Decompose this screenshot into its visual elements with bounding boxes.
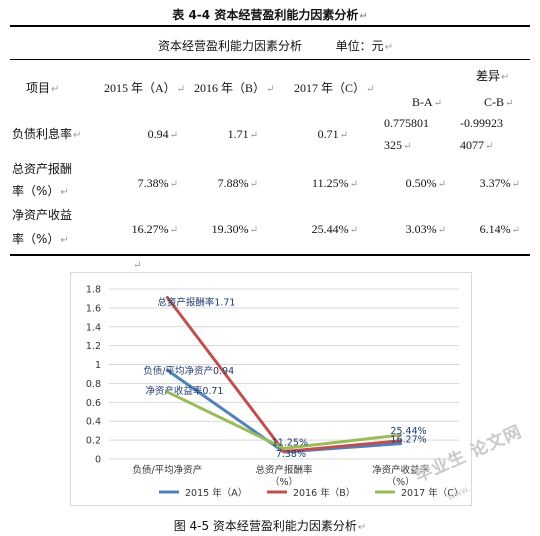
table-unit: 单位：元 bbox=[335, 39, 384, 53]
row-3-c: 25.44%↵ bbox=[311, 222, 358, 236]
row-3-label-2: 率（%）↵ bbox=[12, 232, 69, 246]
table-top-rule bbox=[10, 25, 530, 27]
table-caption-text: 表 4-4 资本经营盈利能力因素分析 bbox=[172, 8, 359, 22]
row-3-cb: 6.14%↵ bbox=[479, 222, 520, 236]
data-label: 25.44% bbox=[390, 426, 426, 437]
y-tick-label: 1.8 bbox=[86, 285, 101, 296]
row-3-c-value: 25.44% bbox=[311, 222, 349, 236]
col-item-label: 项目 bbox=[26, 81, 51, 95]
row-2-cb: 3.37%↵ bbox=[479, 176, 520, 190]
y-tick-label: 1.6 bbox=[86, 303, 101, 314]
row-2-a-value: 7.38% bbox=[137, 176, 169, 190]
row-1-cb-line2: 4077 bbox=[460, 138, 484, 152]
col-2017-label: 2017 年（C） bbox=[294, 81, 366, 95]
table-title-row: 资本经营盈利能力因素分析 单位：元↵ bbox=[158, 39, 394, 53]
row-3-a-value: 16.27% bbox=[131, 222, 169, 236]
col-diff: 差异↵ bbox=[476, 69, 510, 83]
row-3-ba-value: 3.03% bbox=[405, 222, 437, 236]
data-label: 7.38% bbox=[276, 449, 306, 460]
header-rule bbox=[10, 59, 530, 60]
row-2-label: 总资产报酬 bbox=[12, 162, 72, 176]
table-bottom-rule bbox=[10, 254, 530, 256]
row-3-cb-value: 6.14% bbox=[479, 222, 511, 236]
row-2-label-line1: 总资产报酬 bbox=[12, 162, 73, 176]
row-1-a: 0.94↵ bbox=[147, 127, 178, 141]
row-1-a-value: 0.94 bbox=[147, 127, 169, 141]
x-tick-label: 总资产报酬率 bbox=[255, 464, 313, 476]
row-1-cb: -0.99923 bbox=[460, 116, 503, 130]
row-3-a: 16.27%↵ bbox=[131, 222, 178, 236]
x-tick-label-sub: （%） bbox=[270, 476, 298, 488]
col-item: 项目↵ bbox=[26, 81, 60, 95]
row-2-ba-value: 0.50% bbox=[405, 176, 437, 190]
col-cb: C-B↵ bbox=[484, 95, 514, 109]
line-chart: 0 0.2 0.4 0.6 0.8 1 1.2 1.4 1.6 1.8 负债/平均净资产 总资产报酬率… bbox=[70, 272, 472, 506]
row-1-label-text: 负债利息率 bbox=[12, 127, 73, 141]
row-1-label: 负债利息率↵ bbox=[12, 127, 82, 141]
legend-label-3: 2017 年（C） bbox=[401, 487, 463, 499]
y-tick-label: 0 bbox=[95, 455, 101, 466]
figure-caption: 图 4-5 资本经营盈利能力因素分析↵ bbox=[173, 519, 367, 533]
row-2-label-line2: 率（%） bbox=[12, 184, 60, 198]
y-tick-label: 0.4 bbox=[86, 417, 101, 428]
row-1-ba-line1: 0.775801 bbox=[384, 116, 429, 130]
col-diff-label: 差异 bbox=[476, 69, 501, 83]
row-1-ba-2: 325↵ bbox=[384, 138, 412, 152]
x-tick-label-sub: （%） bbox=[387, 476, 415, 488]
row-3-label-line2: 率（%） bbox=[12, 232, 60, 246]
col-cb-label: C-B bbox=[484, 95, 505, 109]
row-2-ba: 0.50%↵ bbox=[405, 176, 446, 190]
row-2-b: 7.88%↵ bbox=[217, 176, 258, 190]
row-2-c: 11.25%↵ bbox=[312, 176, 358, 190]
y-tick-label: 1 bbox=[95, 360, 101, 371]
paragraph-mark: ↵ bbox=[133, 260, 142, 271]
col-2016: 2016 年（B）↵ bbox=[194, 81, 275, 95]
row-3-b-value: 19.30% bbox=[211, 222, 249, 236]
table-title: 资本经营盈利能力因素分析 bbox=[158, 39, 303, 53]
row-1-cb-2: 4077↵ bbox=[460, 138, 494, 152]
col-ba-label: B-A bbox=[412, 95, 433, 109]
row-1-c-value: 0.71 bbox=[317, 127, 339, 141]
row-1-ba-line2: 325 bbox=[384, 138, 402, 152]
line-chart-svg: 0 0.2 0.4 0.6 0.8 1 1.2 1.4 1.6 1.8 负债/平均净资产 总资产报酬率… bbox=[86, 285, 463, 500]
row-2-cb-value: 3.37% bbox=[479, 176, 511, 190]
data-label: 净资产收益率0.71 bbox=[145, 385, 223, 397]
row-1-cb-line1: -0.99923 bbox=[460, 116, 503, 130]
row-2-a: 7.38%↵ bbox=[137, 176, 178, 190]
legend-label-2: 2016 年（B） bbox=[293, 487, 355, 499]
y-tick-label: 0.8 bbox=[86, 379, 101, 390]
y-tick-label: 1.2 bbox=[86, 341, 101, 352]
legend-label-1: 2015 年（A） bbox=[185, 487, 247, 499]
row-1-c: 0.71↵ bbox=[317, 127, 348, 141]
row-3-ba: 3.03%↵ bbox=[405, 222, 446, 236]
row-3-label: 净资产收益 bbox=[12, 208, 72, 222]
series-line-3 bbox=[165, 390, 403, 450]
row-3-b: 19.30%↵ bbox=[211, 222, 258, 236]
data-label: 总资产报酬率1.71 bbox=[157, 297, 235, 309]
data-label: 11.25% bbox=[272, 437, 308, 448]
y-tick-label: 1.4 bbox=[86, 322, 101, 333]
table-caption: 表 4-4 资本经营盈利能力因素分析↵ bbox=[172, 8, 368, 22]
y-tick-label: 0.6 bbox=[86, 398, 101, 409]
data-label: 负债/平均净资产0.94 bbox=[143, 365, 234, 377]
col-2017: 2017 年（C）↵ bbox=[294, 81, 375, 95]
row-2-b-value: 7.88% bbox=[217, 176, 249, 190]
col-ba: B-A↵ bbox=[412, 95, 443, 109]
y-tick-label: 0.2 bbox=[86, 436, 101, 447]
row-2-c-value: 11.25% bbox=[312, 176, 349, 190]
watermark-text-3: 论文网 bbox=[467, 421, 526, 463]
row-2-label-2: 率（%）↵ bbox=[12, 184, 69, 198]
row-1-b-value: 1.71 bbox=[227, 127, 249, 141]
row-1-b: 1.71↵ bbox=[227, 127, 258, 141]
x-tick-label: 负债/平均净资产 bbox=[132, 464, 202, 476]
data-label: 16.27% bbox=[390, 435, 426, 446]
row-3-label-line1: 净资产收益 bbox=[12, 208, 73, 222]
col-2015: 2015 年（A）↵ bbox=[104, 81, 186, 95]
row-1-ba: 0.775801 bbox=[384, 116, 429, 130]
col-2015-label: 2015 年（A） bbox=[104, 81, 176, 95]
x-tick-label: 净资产收益率 bbox=[372, 464, 430, 476]
figure-caption-text: 图 4-5 资本经营盈利能力因素分析 bbox=[173, 519, 357, 533]
col-2016-label: 2016 年（B） bbox=[194, 81, 266, 95]
series-line-2 bbox=[165, 296, 403, 454]
